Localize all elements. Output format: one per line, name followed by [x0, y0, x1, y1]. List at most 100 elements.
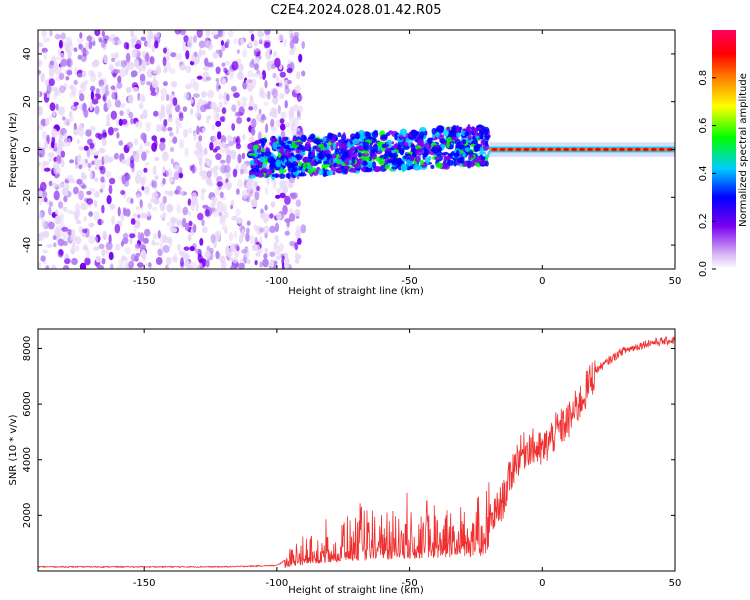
noise-speck [73, 122, 77, 131]
noise-speck [107, 126, 114, 136]
noise-speck [114, 99, 121, 108]
noise-speck [75, 219, 82, 225]
noise-speck [75, 209, 81, 217]
noise-speck [215, 146, 221, 151]
noise-speck [100, 84, 105, 94]
noise-speck [198, 40, 206, 48]
band-speck [384, 164, 390, 170]
noise-speck [145, 125, 151, 132]
noise-speck [226, 181, 230, 187]
noise-speck [258, 248, 263, 253]
band-speck [480, 139, 486, 145]
noise-speck [175, 125, 180, 135]
noise-speck [266, 47, 271, 55]
tone-peak [626, 147, 633, 152]
noise-speck [52, 235, 57, 240]
noise-speck [94, 30, 101, 37]
noise-speck [70, 234, 77, 242]
noise-speck [254, 244, 261, 252]
noise-speck [262, 258, 269, 268]
noise-speck [40, 72, 45, 83]
noise-speck [49, 60, 55, 66]
noise-speck [264, 247, 268, 253]
noise-speck [144, 161, 150, 166]
noise-speck [188, 220, 193, 227]
noise-speck [146, 81, 152, 86]
noise-speck [183, 246, 190, 251]
noise-speck [235, 143, 241, 150]
noise-speck [101, 204, 105, 214]
noise-speck [219, 215, 225, 224]
noise-speck [199, 238, 204, 246]
noise-speck [78, 146, 84, 151]
noise-speck [150, 91, 157, 97]
noise-speck [146, 210, 151, 217]
noise-speck [109, 203, 116, 210]
band-speck [455, 126, 460, 134]
noise-speck [157, 230, 161, 239]
noise-speck [215, 66, 221, 75]
colorbar-tick-label: 0.2 [698, 213, 709, 229]
band-speck [275, 159, 282, 168]
band-speck [395, 142, 398, 150]
noise-speck [279, 181, 286, 190]
noise-speck [133, 213, 137, 218]
noise-speck [286, 67, 293, 74]
band-speck [398, 147, 405, 154]
noise-speck [162, 195, 167, 204]
noise-speck [98, 218, 102, 226]
band-speck [286, 172, 291, 180]
noise-speck [258, 235, 263, 245]
noise-speck [263, 225, 270, 234]
noise-speck [105, 241, 113, 251]
noise-speck [221, 78, 227, 86]
noise-speck [221, 224, 228, 231]
noise-speck [55, 103, 59, 111]
noise-speck [169, 176, 174, 183]
noise-speck [175, 185, 181, 195]
band-speck [348, 167, 357, 173]
noise-speck [116, 132, 120, 139]
band-speck [483, 126, 490, 133]
noise-speck [199, 165, 203, 175]
noise-speck [192, 35, 198, 43]
noise-speck [111, 92, 117, 100]
noise-speck [253, 63, 259, 71]
noise-speck [216, 200, 223, 208]
noise-speck [108, 251, 114, 261]
noise-speck [73, 47, 78, 52]
spectrogram-x-tick-label: -50 [401, 276, 417, 287]
noise-speck [117, 39, 123, 45]
noise-speck [198, 258, 204, 264]
noise-speck [278, 243, 284, 252]
tone-peak [515, 147, 522, 152]
noise-speck [212, 210, 220, 218]
noise-speck [72, 242, 76, 247]
noise-speck [130, 118, 134, 125]
noise-speck [180, 190, 184, 196]
noise-speck [156, 124, 161, 133]
noise-speck [46, 93, 50, 99]
noise-speck [170, 52, 177, 58]
noise-speck [155, 257, 163, 265]
noise-speck [258, 72, 263, 80]
noise-speck [91, 98, 99, 105]
noise-speck [230, 149, 237, 160]
band-speck [281, 155, 285, 163]
band-speck [292, 166, 298, 173]
noise-speck [193, 81, 199, 92]
noise-speck [139, 244, 147, 251]
noise-speck [73, 101, 79, 106]
noise-speck [141, 62, 146, 72]
tone-peak [634, 147, 641, 152]
noise-speck [124, 246, 131, 255]
noise-speck [256, 30, 264, 38]
noise-speck [99, 188, 104, 193]
noise-speck [57, 201, 64, 209]
noise-speck [118, 140, 124, 146]
noise-speck [86, 148, 91, 158]
noise-speck [185, 83, 192, 90]
noise-speck [138, 119, 143, 130]
band-speck [377, 141, 383, 149]
noise-speck [126, 86, 132, 94]
